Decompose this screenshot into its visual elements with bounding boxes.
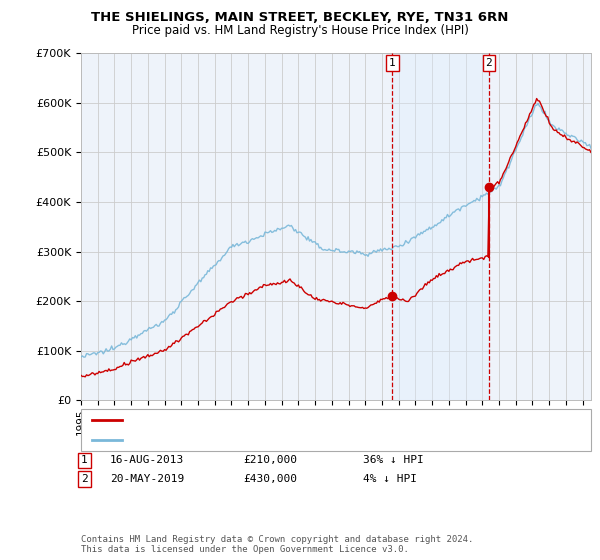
Bar [392,53,489,400]
Text: 1: 1 [389,58,396,68]
Text: 20-MAY-2019: 20-MAY-2019 [110,474,184,484]
Text: THE SHIELINGS, MAIN STREET, BECKLEY, RYE, TN31 6RN (detached house): THE SHIELINGS, MAIN STREET, BECKLEY, RYE… [126,415,520,425]
Text: Contains HM Land Registry data © Crown copyright and database right 2024.
This d: Contains HM Land Registry data © Crown c… [81,535,473,554]
Text: 4% ↓ HPI: 4% ↓ HPI [363,474,417,484]
Text: THE SHIELINGS, MAIN STREET, BECKLEY, RYE, TN31 6RN: THE SHIELINGS, MAIN STREET, BECKLEY, RYE… [91,11,509,24]
Text: 16-AUG-2013: 16-AUG-2013 [110,455,184,465]
Text: 36% ↓ HPI: 36% ↓ HPI [363,455,424,465]
Text: £430,000: £430,000 [243,474,297,484]
Text: HPI: Average price, detached house, Rother: HPI: Average price, detached house, Roth… [126,435,373,445]
Text: 2: 2 [81,474,88,484]
Text: 1: 1 [81,455,88,465]
Text: 2: 2 [485,58,492,68]
Text: Price paid vs. HM Land Registry's House Price Index (HPI): Price paid vs. HM Land Registry's House … [131,24,469,36]
Text: £210,000: £210,000 [243,455,297,465]
